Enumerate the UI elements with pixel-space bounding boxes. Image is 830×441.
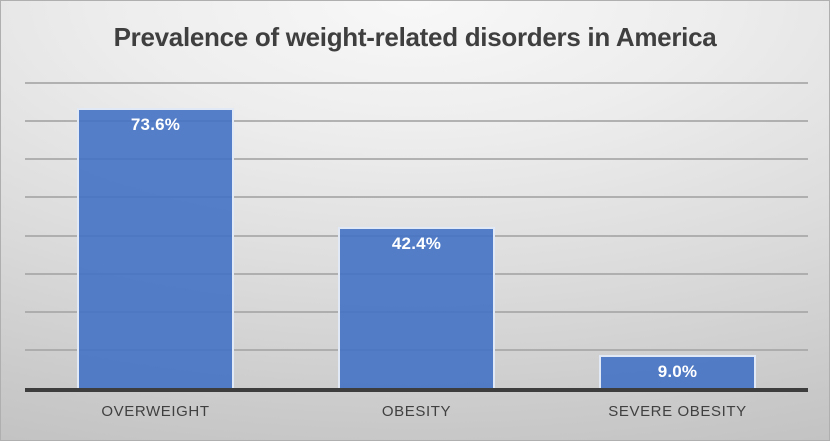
category-label: OVERWEIGHT [101,403,210,420]
chart-title: Prevalence of weight-related disorders i… [113,22,717,52]
gridline [25,82,808,84]
x-axis-line [25,388,808,392]
bar-slot: 42.4% [286,84,547,389]
bar-value-label: 9.0% [657,361,698,381]
bar-slot: 9.0% [547,84,808,389]
gridline [25,196,808,199]
bar-value-label: 42.4% [391,234,442,254]
gridline [25,120,808,123]
category-label: OBESITY [381,403,452,420]
plot-area: 73.6% 42.4% 9.0% [25,82,808,389]
bar-slot: 73.6% [25,84,286,389]
gridline [25,158,808,161]
bar-value-label: 73.6% [130,115,181,135]
category-axis: OVERWEIGHT OBESITY SEVERE OBESITY [25,403,808,420]
bar-obesity: 42.4% [337,227,496,389]
category-label: SEVERE OBESITY [608,403,747,420]
bar-severe-obesity: 9.0% [598,354,757,389]
bars: 73.6% 42.4% 9.0% [25,84,808,389]
bar-overweight: 73.6% [76,108,235,389]
